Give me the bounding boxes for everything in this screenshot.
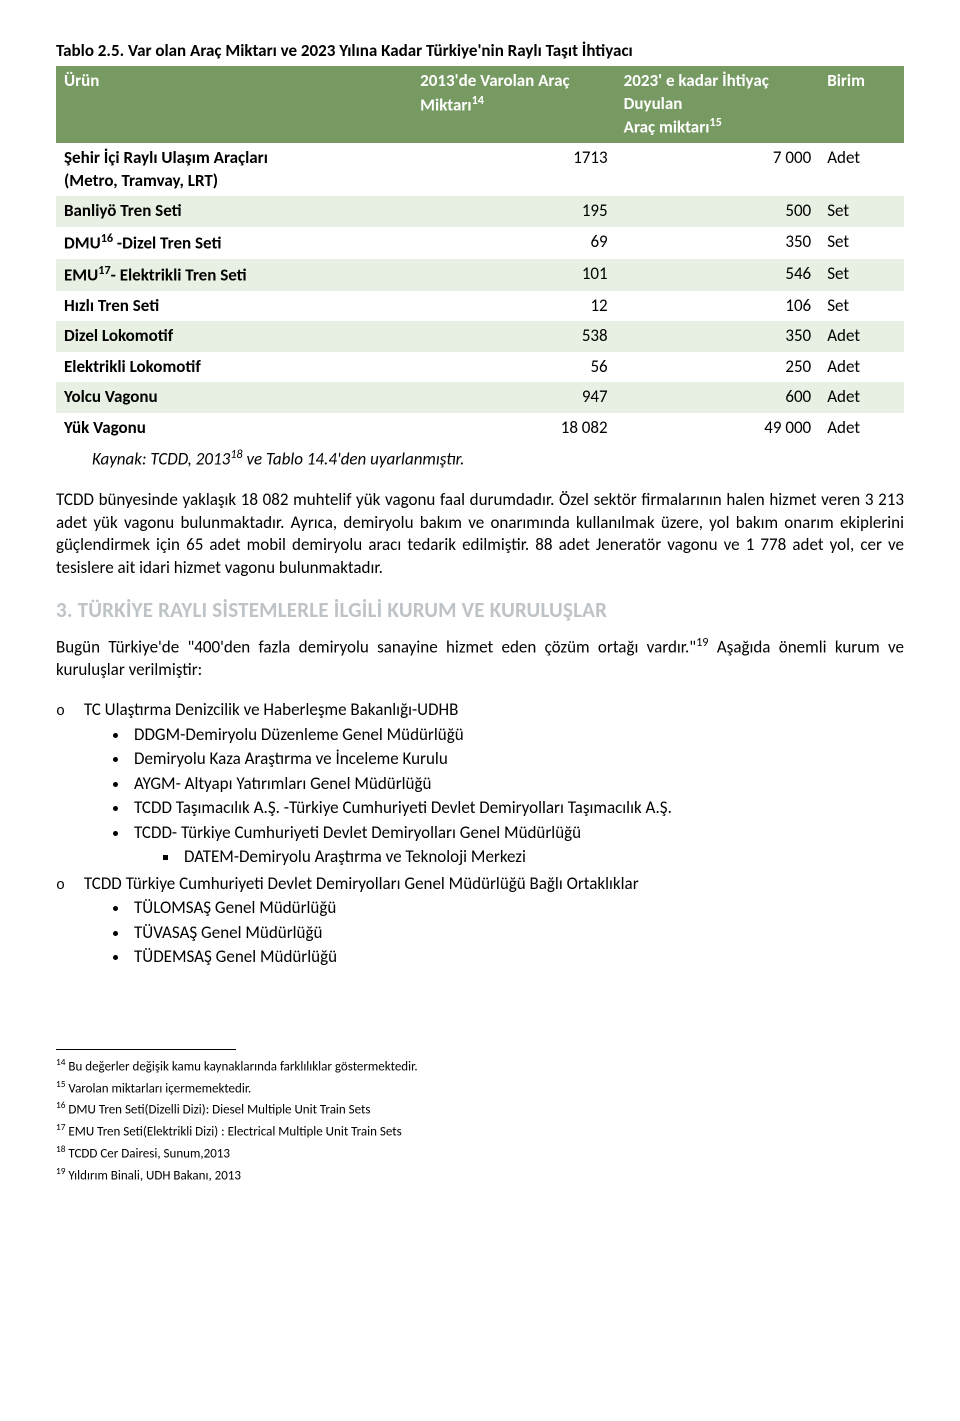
cell-m2: 546	[616, 259, 820, 291]
table-row: EMU17- Elektrikli Tren Seti 101 546 Set	[56, 259, 904, 291]
cell-m2: 49 000	[616, 413, 820, 443]
footnote-17: 17 EMU Tren Seti(Elektrikli Dizi) : Elec…	[56, 1121, 904, 1141]
footnote-18: 18 TCDD Cer Dairesi, Sunum,2013	[56, 1143, 904, 1163]
org-list: TC Ulaştırma Denizcilik ve Haberleşme Ba…	[56, 699, 904, 969]
cell-m1: 947	[412, 382, 616, 412]
cell-m2: 350	[616, 321, 820, 351]
col-m1-b: Miktarı	[420, 95, 471, 116]
cell-m1: 1713	[412, 143, 616, 196]
cell-m1: 12	[412, 291, 616, 321]
cell-birim: Adet	[819, 352, 904, 382]
list-item: AYGM- Altyapı Yatırımları Genel Müdürlüğ…	[130, 773, 904, 795]
cell-birim: Set	[819, 259, 904, 291]
cell-m1: 69	[412, 227, 616, 259]
cell-m2: 106	[616, 291, 820, 321]
list-item-label: TC Ulaştırma Denizcilik ve Haberleşme Ba…	[84, 699, 459, 720]
list-item: DATEM-Demiryolu Araştırma ve Teknoloji M…	[180, 846, 904, 868]
cell-urun: Yük Vagonu	[56, 413, 412, 443]
cell-birim: Adet	[819, 321, 904, 351]
footnote-rule	[56, 1049, 236, 1050]
cell-birim: Set	[819, 291, 904, 321]
footnotes: 14 Bu değerler değişik kamu kaynaklarınd…	[56, 1056, 904, 1185]
cell-urun: Yolcu Vagonu	[56, 382, 412, 412]
col-urun: Ürün	[56, 66, 412, 143]
cell-urun: Elektrikli Lokomotif	[56, 352, 412, 382]
sub-list: DDGM-Demiryolu Düzenleme Genel Müdürlüğü…	[80, 724, 904, 869]
table-row: Banliyö Tren Seti 195 500 Set	[56, 196, 904, 226]
vehicle-table: Ürün 2013'de Varolan Araç Miktarı14 2023…	[56, 66, 904, 443]
cell-m1: 18 082	[412, 413, 616, 443]
cell-m2: 350	[616, 227, 820, 259]
list-item: TC Ulaştırma Denizcilik ve Haberleşme Ba…	[80, 699, 904, 868]
sup14: 14	[472, 93, 484, 108]
list-item: TCDD Taşımacılık A.Ş. -Türkiye Cumhuriye…	[130, 797, 904, 819]
cell-m1: 195	[412, 196, 616, 226]
cell-birim: Adet	[819, 413, 904, 443]
list-item: Demiryolu Kaza Araştırma ve İnceleme Kur…	[130, 748, 904, 770]
list-item-label: TCDD Türkiye Cumhuriyeti Devlet Demiryol…	[84, 873, 639, 894]
cell-urun: Şehir İçi Raylı Ulaşım Araçları(Metro, T…	[56, 143, 412, 196]
col-m2-a: 2023' e kadar İhtiyaç Duyulan	[624, 70, 769, 113]
footnote-14: 14 Bu değerler değişik kamu kaynaklarınd…	[56, 1056, 904, 1076]
table-header-row: Ürün 2013'de Varolan Araç Miktarı14 2023…	[56, 66, 904, 143]
col-m2: 2023' e kadar İhtiyaç Duyulan Araç mikta…	[616, 66, 820, 143]
list-item: TÜLOMSAŞ Genel Müdürlüğü	[130, 897, 904, 919]
cell-m1: 538	[412, 321, 616, 351]
cell-urun: EMU17- Elektrikli Tren Seti	[56, 259, 412, 291]
cell-urun: DMU16 -Dizel Tren Seti	[56, 227, 412, 259]
sub-list: TÜLOMSAŞ Genel Müdürlüğü TÜVASAŞ Genel M…	[80, 897, 904, 968]
table-row: Elektrikli Lokomotif 56 250 Adet	[56, 352, 904, 382]
table-row: Yük Vagonu 18 082 49 000 Adet	[56, 413, 904, 443]
cell-m1: 56	[412, 352, 616, 382]
cell-birim: Set	[819, 227, 904, 259]
col-m1: 2013'de Varolan Araç Miktarı14	[412, 66, 616, 143]
cell-birim: Adet	[819, 382, 904, 412]
table-row: DMU16 -Dizel Tren Seti 69 350 Set	[56, 227, 904, 259]
list-item: DDGM-Demiryolu Düzenleme Genel Müdürlüğü	[130, 724, 904, 746]
footnote-15: 15 Varolan miktarları içermemektedir.	[56, 1078, 904, 1098]
col-m2-b: Araç miktarı	[624, 117, 710, 138]
table-source: Kaynak: TCDD, 201318 ve Tablo 14.4'den u…	[92, 447, 904, 471]
col-m1-a: 2013'de Varolan Araç	[420, 70, 569, 91]
list-item: TCDD- Türkiye Cumhuriyeti Devlet Demiryo…	[130, 822, 904, 869]
cell-birim: Adet	[819, 143, 904, 196]
section-heading: 3. TÜRKİYE RAYLI SİSTEMLERLE İLGİLİ KURU…	[56, 597, 904, 625]
table-row: Hızlı Tren Seti 12 106 Set	[56, 291, 904, 321]
cell-urun: Banliyö Tren Seti	[56, 196, 412, 226]
footnote-19: 19 Yıldırım Binali, UDH Bakanı, 2013	[56, 1165, 904, 1185]
cell-urun: Hızlı Tren Seti	[56, 291, 412, 321]
sup15: 15	[709, 115, 721, 130]
list-item: TCDD Türkiye Cumhuriyeti Devlet Demiryol…	[80, 873, 904, 969]
cell-birim: Set	[819, 196, 904, 226]
cell-m2: 500	[616, 196, 820, 226]
cell-m2: 250	[616, 352, 820, 382]
table-row: Şehir İçi Raylı Ulaşım Araçları(Metro, T…	[56, 143, 904, 196]
col-birim: Birim	[819, 66, 904, 143]
table-row: Yolcu Vagonu 947 600 Adet	[56, 382, 904, 412]
cell-urun: Dizel Lokomotif	[56, 321, 412, 351]
list-item: TÜDEMSAŞ Genel Müdürlüğü	[130, 946, 904, 968]
cell-m2: 7 000	[616, 143, 820, 196]
paragraph-1: TCDD bünyesinde yaklaşık 18 082 muhtelif…	[56, 489, 904, 579]
cell-m2: 600	[616, 382, 820, 412]
sub-sub-list: DATEM-Demiryolu Araştırma ve Teknoloji M…	[134, 846, 904, 868]
table-row: Dizel Lokomotif 538 350 Adet	[56, 321, 904, 351]
footnote-16: 16 DMU Tren Seti(Dizelli Dizi): Diesel M…	[56, 1099, 904, 1119]
table-caption: Tablo 2.5. Var olan Araç Miktarı ve 2023…	[56, 40, 904, 62]
paragraph-2: Bugün Türkiye'de "400'den fazla demiryol…	[56, 635, 904, 682]
cell-m1: 101	[412, 259, 616, 291]
list-item: TÜVASAŞ Genel Müdürlüğü	[130, 922, 904, 944]
